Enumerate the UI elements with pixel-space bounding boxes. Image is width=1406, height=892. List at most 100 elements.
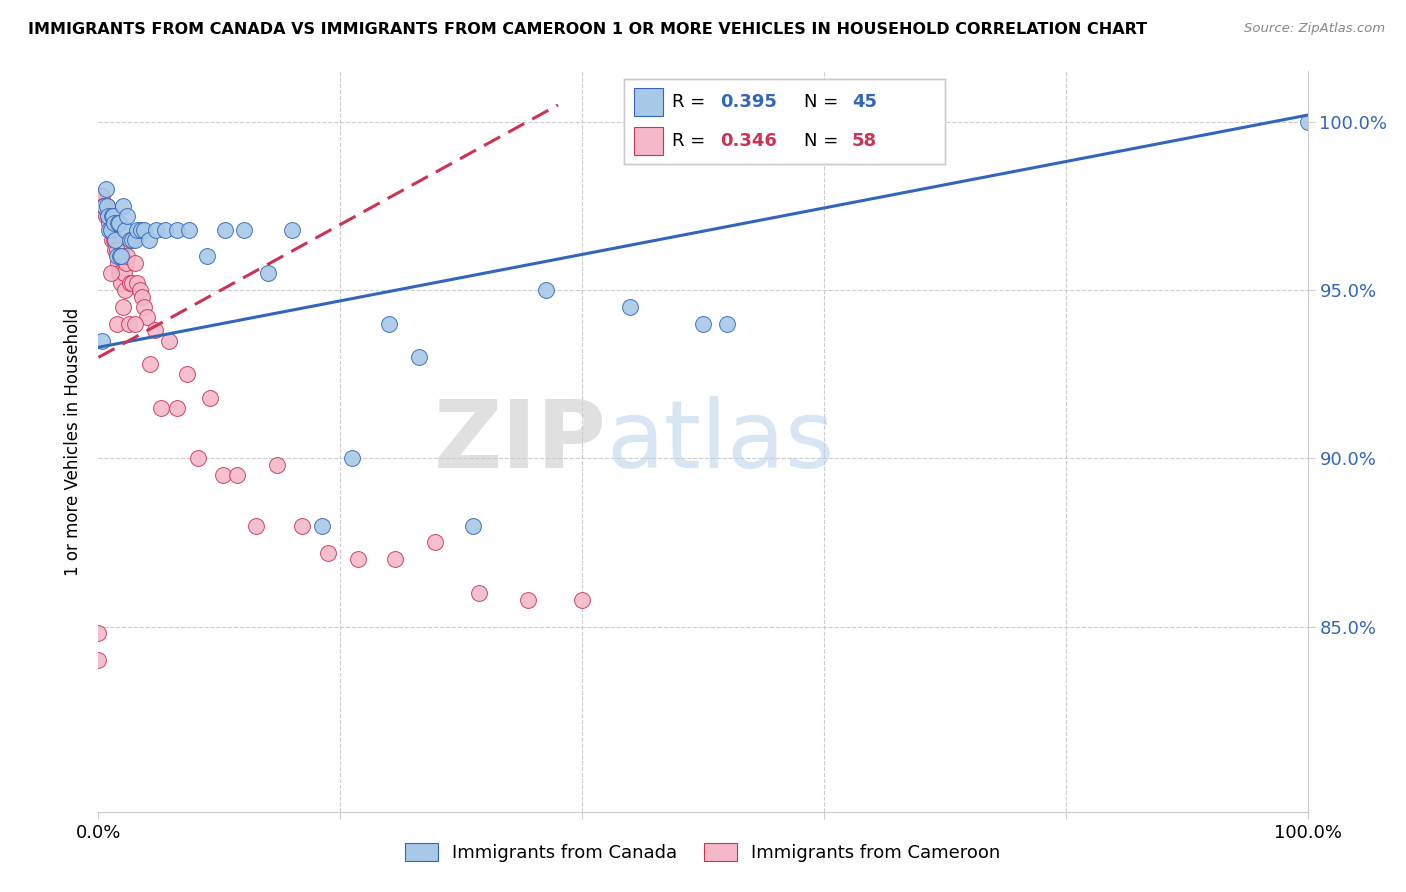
Point xyxy=(290,518,312,533)
Point xyxy=(127,277,149,291)
Point xyxy=(153,222,176,236)
Point xyxy=(90,189,112,203)
Point xyxy=(91,189,114,203)
Point xyxy=(463,518,485,533)
Point xyxy=(226,468,249,483)
Point xyxy=(232,222,254,236)
Point xyxy=(107,216,129,230)
Point xyxy=(104,233,127,247)
Point xyxy=(118,277,141,291)
Point xyxy=(91,199,114,213)
Point xyxy=(187,451,209,466)
Point xyxy=(212,468,235,483)
Point xyxy=(145,222,167,236)
Point xyxy=(117,249,139,263)
Y-axis label: 1 or more Vehicles in Household: 1 or more Vehicles in Household xyxy=(65,308,83,575)
Point xyxy=(111,249,134,263)
Text: Source: ZipAtlas.com: Source: ZipAtlas.com xyxy=(1244,22,1385,36)
Point xyxy=(245,518,267,533)
Text: atlas: atlas xyxy=(606,395,835,488)
Point xyxy=(316,545,339,559)
Text: ZIP: ZIP xyxy=(433,395,606,488)
Point xyxy=(108,266,131,280)
Text: IMMIGRANTS FROM CANADA VS IMMIGRANTS FROM CAMEROON 1 OR MORE VEHICLES IN HOUSEHO: IMMIGRANTS FROM CANADA VS IMMIGRANTS FRO… xyxy=(28,22,1147,37)
Point xyxy=(384,552,406,566)
Point xyxy=(179,222,201,236)
Point xyxy=(103,233,125,247)
Point xyxy=(1296,115,1319,129)
Point xyxy=(516,592,538,607)
Point xyxy=(110,277,132,291)
Point xyxy=(105,243,128,257)
Point xyxy=(342,451,364,466)
Point xyxy=(131,290,153,304)
Point xyxy=(423,535,446,549)
Point xyxy=(281,222,304,236)
Point xyxy=(408,351,430,365)
Point xyxy=(127,222,149,236)
Point xyxy=(117,209,139,223)
Point xyxy=(198,391,221,405)
Point xyxy=(143,323,166,337)
Point xyxy=(134,222,156,236)
Point xyxy=(101,222,124,236)
Point xyxy=(93,199,115,213)
Point xyxy=(124,256,146,270)
Point xyxy=(94,209,117,223)
Point xyxy=(692,317,714,331)
Point xyxy=(377,317,399,331)
Point xyxy=(129,222,152,236)
Point xyxy=(87,626,110,640)
Point xyxy=(96,199,118,213)
Point xyxy=(134,300,156,314)
Point xyxy=(121,277,143,291)
Point xyxy=(112,266,135,280)
Point xyxy=(157,334,180,348)
Point xyxy=(93,199,115,213)
Point xyxy=(105,249,128,263)
Point xyxy=(107,256,129,270)
Point xyxy=(166,401,188,415)
Point xyxy=(101,209,124,223)
Point xyxy=(121,233,143,247)
Point xyxy=(94,182,117,196)
Point xyxy=(619,300,641,314)
Point xyxy=(311,518,333,533)
Point xyxy=(100,222,122,236)
Point xyxy=(266,458,288,472)
Point xyxy=(87,653,110,667)
Point xyxy=(135,310,157,324)
Point xyxy=(139,357,162,371)
Point xyxy=(468,586,491,600)
Point xyxy=(96,199,118,213)
Point xyxy=(118,233,141,247)
Point xyxy=(98,216,121,230)
Point xyxy=(91,334,114,348)
Point xyxy=(100,266,122,280)
Point xyxy=(124,233,146,247)
Point xyxy=(347,552,370,566)
Point xyxy=(118,317,141,331)
Point xyxy=(100,222,122,236)
Point xyxy=(108,249,131,263)
Point xyxy=(195,249,218,263)
Point xyxy=(716,317,738,331)
Point xyxy=(176,368,198,382)
Point xyxy=(114,283,136,297)
Point xyxy=(103,216,125,230)
Point xyxy=(115,256,138,270)
Point xyxy=(534,283,557,297)
Point xyxy=(98,222,121,236)
Point xyxy=(108,266,131,280)
Point xyxy=(105,317,128,331)
Point xyxy=(97,209,120,223)
Point xyxy=(100,233,122,247)
Point xyxy=(166,222,188,236)
Point xyxy=(111,199,134,213)
Point xyxy=(100,209,122,223)
Point xyxy=(110,249,132,263)
Legend: Immigrants from Canada, Immigrants from Cameroon: Immigrants from Canada, Immigrants from … xyxy=(398,836,1008,870)
Point xyxy=(108,216,131,230)
Point xyxy=(128,283,150,297)
Point xyxy=(256,266,278,280)
